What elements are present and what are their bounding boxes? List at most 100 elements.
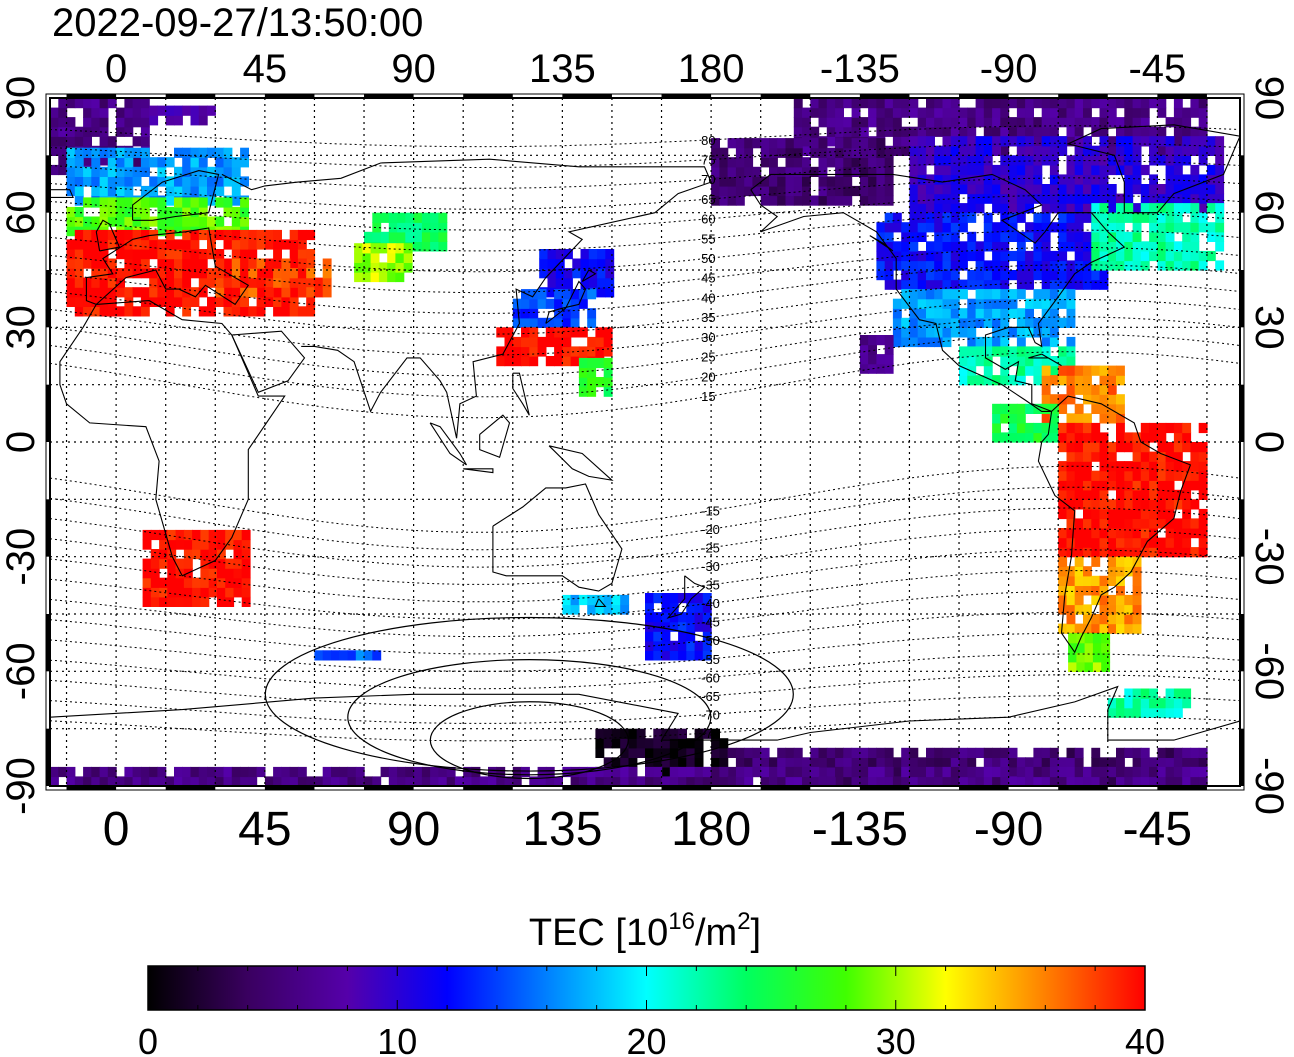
tec-cell [1041, 107, 1051, 118]
tec-cell [99, 249, 109, 260]
tec-cell [248, 776, 258, 786]
tec-cell [967, 203, 977, 214]
tec-cell [1049, 432, 1059, 443]
tec-cell [587, 346, 597, 357]
tec-cell [1091, 164, 1101, 176]
tec-cell [198, 185, 208, 197]
tec-cell [1157, 747, 1167, 758]
tec-cell [992, 117, 1001, 128]
tec-cell [1124, 107, 1134, 118]
tec-cell [835, 147, 844, 158]
tec-cell [273, 277, 282, 288]
tec-cell [159, 587, 168, 598]
tec-cell [851, 757, 861, 768]
tec-cell [116, 268, 125, 279]
left-axis-bar-segment [46, 384, 51, 442]
tec-cell [1107, 98, 1117, 109]
tec-cell [1099, 270, 1109, 281]
tec-cell [1124, 174, 1134, 185]
tec-cell [975, 298, 985, 309]
tec-cell [570, 766, 580, 778]
tec-cell [281, 287, 291, 298]
tec-cell [884, 747, 894, 758]
tec-cell [157, 268, 167, 279]
tec-cell [512, 766, 522, 778]
tec-cell [1033, 327, 1043, 338]
tec-cell [950, 145, 960, 156]
tec-cell [124, 197, 134, 208]
tec-cell [1091, 508, 1101, 520]
tec-region [992, 403, 1059, 443]
tec-cell [1132, 203, 1142, 214]
tec-cell [207, 268, 216, 279]
tec-cell [1165, 766, 1175, 778]
tec-cell [159, 529, 168, 541]
tec-cell [1173, 145, 1183, 156]
tec-cell [1198, 757, 1208, 768]
tec-cell [851, 185, 861, 197]
tec-cell [1049, 126, 1059, 137]
tec-cell [1198, 136, 1208, 147]
tec-cell [587, 357, 597, 369]
tec-cell [529, 308, 539, 319]
left-axis-bar-segment [46, 728, 51, 786]
tec-cell [231, 206, 241, 218]
tec-cell [207, 176, 216, 187]
tec-cell [1066, 346, 1076, 357]
tec-cell [1008, 98, 1018, 109]
tec-cell [686, 631, 696, 642]
tec-cell [1091, 451, 1101, 462]
tec-cell [1000, 356, 1010, 367]
tec-cell [1091, 270, 1101, 281]
tec-cell [1140, 107, 1150, 118]
tec-cell [116, 166, 125, 177]
tec-cell [934, 126, 944, 137]
tec-cell [192, 529, 201, 541]
tec-cell [926, 98, 935, 109]
tec-cell [777, 185, 787, 197]
tec-cell [512, 346, 522, 357]
tec-cell [926, 336, 935, 348]
tec-cell [628, 747, 638, 758]
tec-cell [132, 766, 142, 778]
tec-cell [1173, 461, 1183, 472]
tec-cell [851, 147, 861, 158]
tec-cell [207, 249, 216, 260]
tec-cell [1000, 279, 1010, 290]
tec-cell [1091, 365, 1101, 376]
tec-cell [1000, 365, 1010, 376]
tec-cell [975, 766, 985, 778]
tec-cell [174, 105, 183, 116]
tec-cell [1074, 518, 1084, 529]
tec-cell [1000, 231, 1010, 242]
tec-cell [926, 776, 935, 786]
tec-cell [769, 176, 778, 187]
tec-cell [1099, 241, 1109, 252]
tec-cell [826, 157, 836, 168]
tec-cell [810, 107, 820, 118]
tec-cell [192, 577, 201, 588]
tec-cell [165, 185, 175, 197]
tec-cell [917, 776, 927, 786]
tec-cell [1173, 107, 1183, 118]
tec-cell [74, 277, 84, 288]
tec-cell [1066, 518, 1076, 529]
tec-cell [190, 105, 200, 116]
tec-cell [1124, 184, 1134, 195]
tec-cell [1025, 145, 1034, 156]
tec-cell [91, 268, 101, 279]
tec-cell [826, 98, 836, 109]
tec-cell [1173, 422, 1183, 434]
tec-cell [694, 602, 704, 613]
tec-cell [1074, 556, 1084, 567]
tec-cell [1190, 231, 1200, 242]
tec-cell [1000, 98, 1010, 109]
tec-cell [777, 747, 787, 758]
left-lat-label: -30 [0, 528, 43, 586]
tec-cell [901, 241, 911, 252]
tec-cell [636, 747, 646, 758]
tec-cell [901, 136, 911, 147]
tec-cell [1182, 776, 1192, 786]
tec-cell [159, 596, 168, 607]
top-lon-label: -90 [980, 47, 1038, 91]
